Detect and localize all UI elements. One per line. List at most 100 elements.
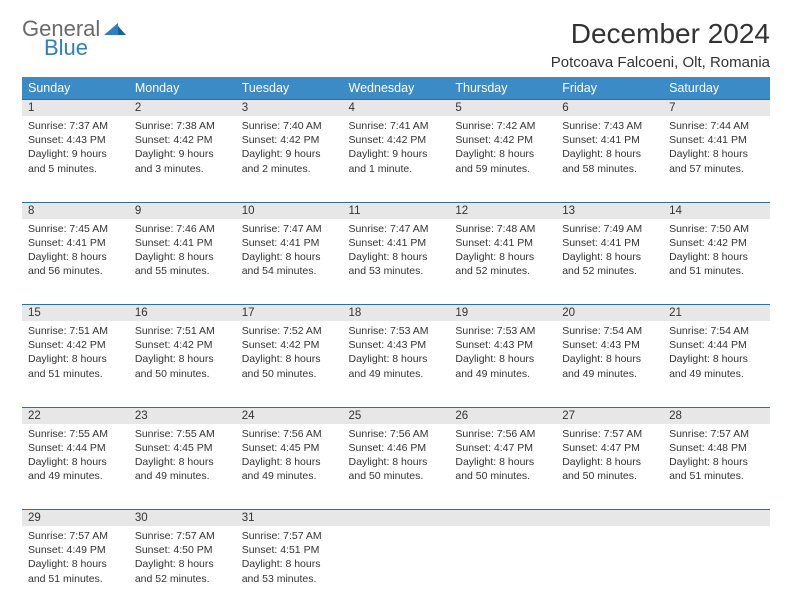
day-detail-content: Sunrise: 7:56 AMSunset: 4:47 PMDaylight:…: [449, 424, 556, 490]
daylight-text: Daylight: 8 hours and 49 minutes.: [28, 455, 123, 483]
daylight-text: Daylight: 8 hours and 50 minutes.: [135, 352, 230, 380]
day-number-cell: 2: [129, 100, 236, 117]
sunset-text: Sunset: 4:46 PM: [349, 441, 444, 455]
sunrise-text: Sunrise: 7:53 AM: [349, 324, 444, 338]
day-detail-content: Sunrise: 7:56 AMSunset: 4:46 PMDaylight:…: [343, 424, 450, 490]
sunrise-text: Sunrise: 7:45 AM: [28, 222, 123, 236]
daylight-text: Daylight: 8 hours and 52 minutes.: [562, 250, 657, 278]
sunrise-text: Sunrise: 7:40 AM: [242, 119, 337, 133]
day-number-cell: 10: [236, 202, 343, 219]
day-detail-cell: Sunrise: 7:50 AMSunset: 4:42 PMDaylight:…: [663, 219, 770, 305]
day-number-cell: 13: [556, 202, 663, 219]
sunrise-text: Sunrise: 7:56 AM: [349, 427, 444, 441]
day-detail-cell: Sunrise: 7:54 AMSunset: 4:44 PMDaylight:…: [663, 321, 770, 407]
day-number-cell: 31: [236, 510, 343, 527]
day-detail-cell: Sunrise: 7:46 AMSunset: 4:41 PMDaylight:…: [129, 219, 236, 305]
day-detail-content: Sunrise: 7:53 AMSunset: 4:43 PMDaylight:…: [343, 321, 450, 387]
day-detail-cell: Sunrise: 7:53 AMSunset: 4:43 PMDaylight:…: [343, 321, 450, 407]
day-header: Wednesday: [343, 77, 450, 100]
day-detail-content: Sunrise: 7:46 AMSunset: 4:41 PMDaylight:…: [129, 219, 236, 285]
calendar-body: 1234567Sunrise: 7:37 AMSunset: 4:43 PMDa…: [22, 100, 770, 612]
day-detail-cell: Sunrise: 7:55 AMSunset: 4:44 PMDaylight:…: [22, 424, 129, 510]
calendar-page: General Blue December 2024 Potcoava Falc…: [0, 0, 792, 612]
day-detail-cell: Sunrise: 7:53 AMSunset: 4:43 PMDaylight:…: [449, 321, 556, 407]
day-number-cell: 21: [663, 305, 770, 322]
sunrise-text: Sunrise: 7:37 AM: [28, 119, 123, 133]
day-number-cell: 22: [22, 407, 129, 424]
sunset-text: Sunset: 4:41 PM: [242, 236, 337, 250]
day-detail-content: Sunrise: 7:37 AMSunset: 4:43 PMDaylight:…: [22, 116, 129, 182]
day-number-cell: 15: [22, 305, 129, 322]
daylight-text: Daylight: 9 hours and 1 minute.: [349, 147, 444, 175]
day-number-row: 1234567: [22, 100, 770, 117]
daylight-text: Daylight: 9 hours and 3 minutes.: [135, 147, 230, 175]
day-number-cell: 14: [663, 202, 770, 219]
day-header: Thursday: [449, 77, 556, 100]
day-detail-cell: Sunrise: 7:38 AMSunset: 4:42 PMDaylight:…: [129, 116, 236, 202]
day-detail-cell: Sunrise: 7:57 AMSunset: 4:49 PMDaylight:…: [22, 526, 129, 612]
sunrise-text: Sunrise: 7:47 AM: [242, 222, 337, 236]
sunset-text: Sunset: 4:43 PM: [562, 338, 657, 352]
day-number-cell: 7: [663, 100, 770, 117]
day-number-cell: [663, 510, 770, 527]
sunrise-text: Sunrise: 7:47 AM: [349, 222, 444, 236]
sunset-text: Sunset: 4:47 PM: [455, 441, 550, 455]
day-number-cell: 28: [663, 407, 770, 424]
day-number-cell: 3: [236, 100, 343, 117]
daylight-text: Daylight: 8 hours and 49 minutes.: [455, 352, 550, 380]
sunset-text: Sunset: 4:47 PM: [562, 441, 657, 455]
triangle-icon: [104, 20, 126, 43]
daylight-text: Daylight: 8 hours and 49 minutes.: [349, 352, 444, 380]
day-detail-content: Sunrise: 7:41 AMSunset: 4:42 PMDaylight:…: [343, 116, 450, 182]
day-detail-content: Sunrise: 7:45 AMSunset: 4:41 PMDaylight:…: [22, 219, 129, 285]
day-number-cell: 12: [449, 202, 556, 219]
sunrise-text: Sunrise: 7:54 AM: [669, 324, 764, 338]
location-text: Potcoava Falcoeni, Olt, Romania: [551, 54, 770, 71]
sunset-text: Sunset: 4:51 PM: [242, 543, 337, 557]
day-number-cell: 5: [449, 100, 556, 117]
sunset-text: Sunset: 4:42 PM: [455, 133, 550, 147]
daylight-text: Daylight: 8 hours and 51 minutes.: [669, 250, 764, 278]
sunrise-text: Sunrise: 7:38 AM: [135, 119, 230, 133]
day-detail-cell: Sunrise: 7:55 AMSunset: 4:45 PMDaylight:…: [129, 424, 236, 510]
day-detail-content: Sunrise: 7:51 AMSunset: 4:42 PMDaylight:…: [22, 321, 129, 387]
day-detail-content: Sunrise: 7:55 AMSunset: 4:45 PMDaylight:…: [129, 424, 236, 490]
day-header: Friday: [556, 77, 663, 100]
daylight-text: Daylight: 8 hours and 56 minutes.: [28, 250, 123, 278]
sunrise-text: Sunrise: 7:57 AM: [135, 529, 230, 543]
day-detail-content: Sunrise: 7:43 AMSunset: 4:41 PMDaylight:…: [556, 116, 663, 182]
day-number-cell: [556, 510, 663, 527]
day-detail-row: Sunrise: 7:51 AMSunset: 4:42 PMDaylight:…: [22, 321, 770, 407]
sunset-text: Sunset: 4:42 PM: [135, 133, 230, 147]
day-detail-cell: Sunrise: 7:48 AMSunset: 4:41 PMDaylight:…: [449, 219, 556, 305]
day-detail-content: Sunrise: 7:47 AMSunset: 4:41 PMDaylight:…: [343, 219, 450, 285]
day-detail-content: Sunrise: 7:54 AMSunset: 4:43 PMDaylight:…: [556, 321, 663, 387]
day-number-cell: 4: [343, 100, 450, 117]
day-detail-content: Sunrise: 7:40 AMSunset: 4:42 PMDaylight:…: [236, 116, 343, 182]
calendar-table: SundayMondayTuesdayWednesdayThursdayFrid…: [22, 77, 770, 612]
sunrise-text: Sunrise: 7:56 AM: [455, 427, 550, 441]
day-detail-content: Sunrise: 7:57 AMSunset: 4:49 PMDaylight:…: [22, 526, 129, 592]
daylight-text: Daylight: 8 hours and 55 minutes.: [135, 250, 230, 278]
sunset-text: Sunset: 4:43 PM: [349, 338, 444, 352]
day-header: Sunday: [22, 77, 129, 100]
day-detail-cell: Sunrise: 7:47 AMSunset: 4:41 PMDaylight:…: [343, 219, 450, 305]
day-number-cell: 27: [556, 407, 663, 424]
sunset-text: Sunset: 4:42 PM: [349, 133, 444, 147]
day-detail-content: Sunrise: 7:42 AMSunset: 4:42 PMDaylight:…: [449, 116, 556, 182]
day-detail-cell: Sunrise: 7:45 AMSunset: 4:41 PMDaylight:…: [22, 219, 129, 305]
day-number-row: 22232425262728: [22, 407, 770, 424]
day-detail-row: Sunrise: 7:37 AMSunset: 4:43 PMDaylight:…: [22, 116, 770, 202]
day-detail-content: Sunrise: 7:57 AMSunset: 4:50 PMDaylight:…: [129, 526, 236, 592]
daylight-text: Daylight: 8 hours and 49 minutes.: [669, 352, 764, 380]
daylight-text: Daylight: 8 hours and 49 minutes.: [242, 455, 337, 483]
day-header: Tuesday: [236, 77, 343, 100]
sunrise-text: Sunrise: 7:53 AM: [455, 324, 550, 338]
sunrise-text: Sunrise: 7:42 AM: [455, 119, 550, 133]
day-detail-content: Sunrise: 7:44 AMSunset: 4:41 PMDaylight:…: [663, 116, 770, 182]
day-detail-cell: Sunrise: 7:56 AMSunset: 4:45 PMDaylight:…: [236, 424, 343, 510]
daylight-text: Daylight: 8 hours and 49 minutes.: [562, 352, 657, 380]
day-detail-cell: Sunrise: 7:57 AMSunset: 4:51 PMDaylight:…: [236, 526, 343, 612]
sunset-text: Sunset: 4:41 PM: [669, 133, 764, 147]
sunrise-text: Sunrise: 7:51 AM: [135, 324, 230, 338]
